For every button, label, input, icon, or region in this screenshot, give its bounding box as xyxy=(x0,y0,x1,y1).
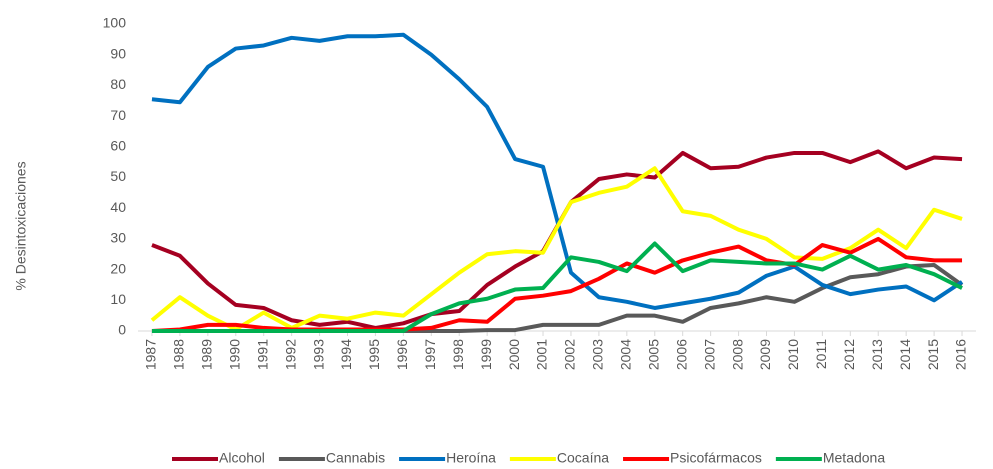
x-tick-label: 1990 xyxy=(226,339,242,370)
x-tick-label: 1989 xyxy=(199,339,215,370)
x-tick-label: 1998 xyxy=(450,339,466,370)
y-tick-label: 0 xyxy=(118,322,126,338)
x-tick-label: 2007 xyxy=(701,339,717,370)
legend-label: Heroína xyxy=(446,450,496,466)
x-tick-label: 1997 xyxy=(422,339,438,370)
y-tick-label: 10 xyxy=(110,291,126,307)
x-tick-label: 1988 xyxy=(171,339,187,370)
x-tick-label: 2004 xyxy=(618,339,634,370)
x-tick-label: 2015 xyxy=(925,339,941,370)
line-series xyxy=(151,32,964,310)
y-tick-label: 80 xyxy=(110,76,126,92)
x-tick-label: 1993 xyxy=(310,339,326,370)
y-tick-label: 20 xyxy=(110,260,126,276)
legend-label: Cannabis xyxy=(326,450,385,466)
x-tick-label: 2009 xyxy=(757,339,773,370)
x-tick-label: 2008 xyxy=(729,339,745,370)
x-tick-label: 1996 xyxy=(394,339,410,370)
x-tick-label: 1991 xyxy=(254,339,270,370)
x-tick-label: 2013 xyxy=(869,339,885,370)
y-tick-label: 40 xyxy=(110,199,126,215)
x-tick-label: 1992 xyxy=(282,339,298,370)
line-series xyxy=(150,166,963,332)
x-tick-label: 2016 xyxy=(953,339,969,370)
y-tick-label: 30 xyxy=(110,230,126,246)
x-tick-label: 1995 xyxy=(366,339,382,370)
x-tick-label: 2006 xyxy=(673,339,689,370)
x-tick-label: 1987 xyxy=(143,339,159,370)
y-axis-label: % Desintoxicaciones xyxy=(13,161,29,290)
x-tick-label: 2001 xyxy=(534,339,550,370)
legend-label: Metadona xyxy=(823,450,885,466)
legend-label: Cocaína xyxy=(557,450,609,466)
y-tick-label: 50 xyxy=(110,168,126,184)
legend-label: Alcohol xyxy=(219,450,265,466)
x-tick-label: 2000 xyxy=(506,339,522,370)
legend-label: Psicofármacos xyxy=(670,450,762,466)
x-tick-label: 2003 xyxy=(590,339,606,370)
x-tick-label: 2011 xyxy=(813,339,829,369)
y-tick-label: 70 xyxy=(110,107,126,123)
y-tick-label: 100 xyxy=(103,15,127,31)
x-tick-label: 1994 xyxy=(338,339,354,370)
x-tick-label: 2014 xyxy=(897,339,913,370)
x-tick-label: 2005 xyxy=(645,339,661,370)
x-tick-label: 2012 xyxy=(841,339,857,370)
y-tick-label: 60 xyxy=(110,138,126,154)
line-series xyxy=(151,241,963,333)
x-tick-label: 2002 xyxy=(562,339,578,370)
y-tick-label: 90 xyxy=(110,45,126,61)
x-tick-label: 1999 xyxy=(478,339,494,370)
x-tick-label: 2010 xyxy=(785,339,801,370)
line-series xyxy=(151,149,963,330)
